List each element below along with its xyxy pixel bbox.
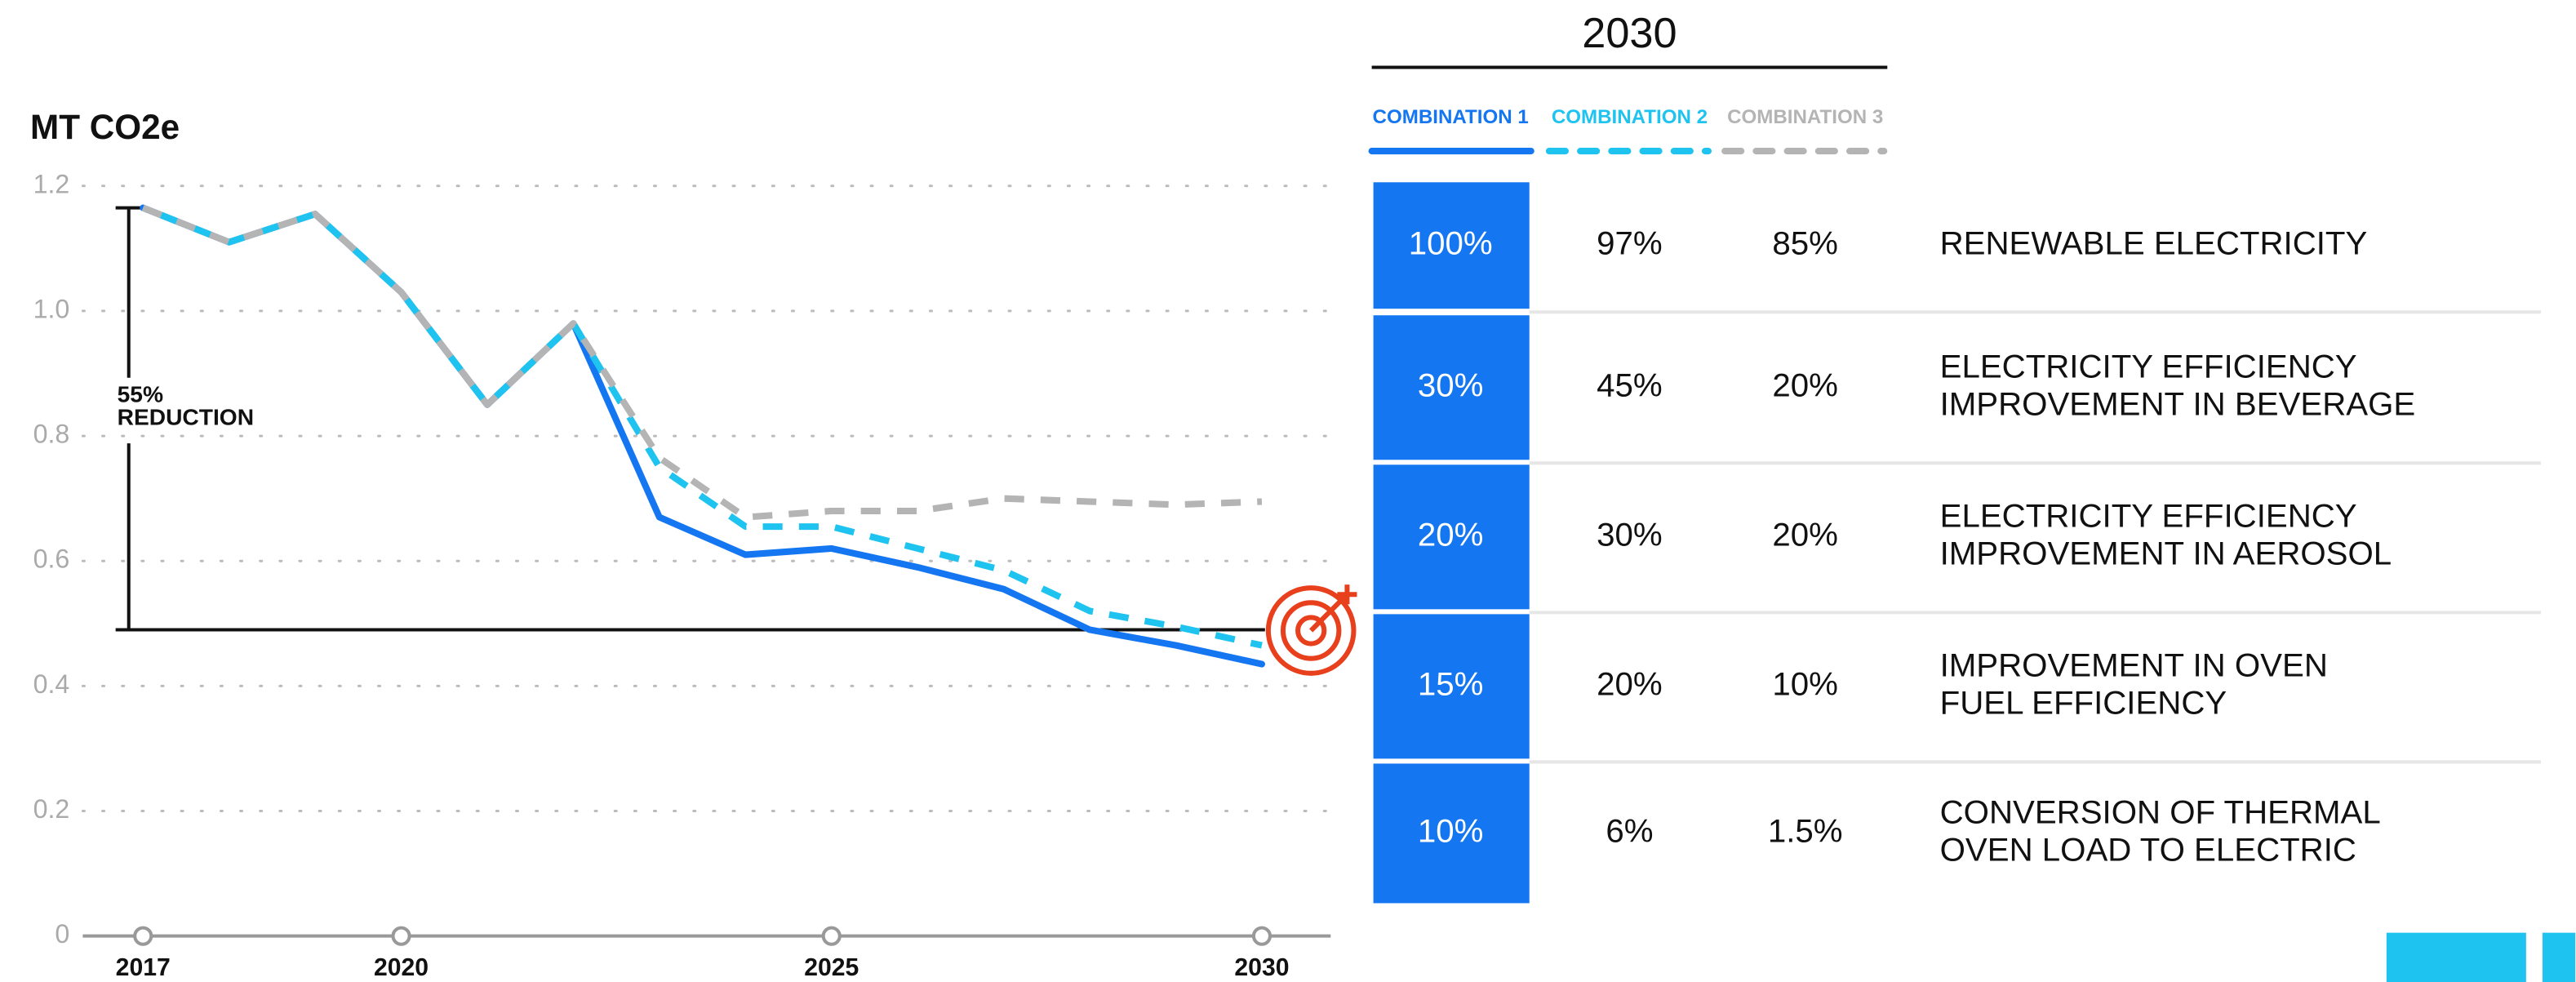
x-tick-label: 2020 xyxy=(374,954,429,981)
legend-label: COMBINATION 2 xyxy=(1552,106,1708,128)
logo-block xyxy=(2542,932,2576,982)
cell-value: 100% xyxy=(1409,224,1493,261)
highlight-cell xyxy=(1373,464,1530,610)
row-label: ELECTRICITY EFFICIENCY xyxy=(1940,497,2357,534)
series-line xyxy=(141,204,1263,649)
cell-value: 20% xyxy=(1418,516,1484,553)
series-line xyxy=(141,204,1263,521)
y-tick-label: 0.8 xyxy=(33,420,70,449)
cell-value: 10% xyxy=(1772,666,1837,703)
row-label: CONVERSION OF THERMAL xyxy=(1940,793,2381,830)
y-tick-label: 0.6 xyxy=(33,544,70,574)
highlight-cell xyxy=(1373,614,1530,759)
series-line xyxy=(140,204,1265,668)
x-tick-mark xyxy=(133,926,153,946)
y-tick-label: 0 xyxy=(55,919,69,949)
x-tick-label: 2025 xyxy=(804,954,859,981)
y-tick-label: 0.2 xyxy=(33,794,70,824)
highlight-cell xyxy=(1373,182,1530,309)
cell-value: 10% xyxy=(1418,813,1484,850)
target-icon xyxy=(1265,584,1357,676)
chart-title: MT CO2e xyxy=(30,108,180,146)
x-tick-label: 2030 xyxy=(1234,954,1289,981)
legend-label: COMBINATION 1 xyxy=(1373,106,1529,128)
cell-value: 6% xyxy=(1606,813,1653,850)
annotation: 55% xyxy=(118,381,163,407)
row-label: OVEN LOAD TO ELECTRIC xyxy=(1940,832,2356,869)
y-tick-label: 1.2 xyxy=(33,169,70,198)
row-label: ELECTRICITY EFFICIENCY xyxy=(1940,348,2357,384)
x-tick-mark xyxy=(1251,926,1272,946)
cell-value: 30% xyxy=(1418,367,1484,403)
cell-value: 97% xyxy=(1597,224,1663,261)
y-tick-label: 1.0 xyxy=(33,294,70,323)
logo-block xyxy=(2386,932,2526,982)
legend-label: COMBINATION 3 xyxy=(1727,106,1883,128)
cell-value: 1.5% xyxy=(1768,813,1843,850)
cell-value: 15% xyxy=(1418,666,1484,703)
row-label: FUEL EFFICIENCY xyxy=(1940,685,2227,722)
cell-value: 45% xyxy=(1597,367,1663,403)
row-label: IMPROVEMENT IN OVEN xyxy=(1940,647,2328,683)
x-tick-label: 2017 xyxy=(116,954,171,981)
row-label: IMPROVEMENT IN BEVERAGE xyxy=(1940,386,2416,423)
annotation: REDUCTION xyxy=(118,404,254,429)
highlight-cell xyxy=(1373,315,1530,460)
row-label: IMPROVEMENT IN AEROSOL xyxy=(1940,535,2392,572)
table-title: 2030 xyxy=(1582,10,1677,57)
highlight-cell xyxy=(1373,763,1530,904)
cell-value: 85% xyxy=(1772,224,1837,261)
cell-value: 20% xyxy=(1597,666,1663,703)
x-tick-mark xyxy=(821,926,842,946)
cell-value: 20% xyxy=(1772,516,1837,553)
cell-value: 20% xyxy=(1772,367,1837,403)
x-tick-mark xyxy=(391,926,411,946)
cell-value: 30% xyxy=(1597,516,1663,553)
row-label: RENEWABLE ELECTRICITY xyxy=(1940,224,2368,261)
y-tick-label: 0.4 xyxy=(33,669,70,699)
